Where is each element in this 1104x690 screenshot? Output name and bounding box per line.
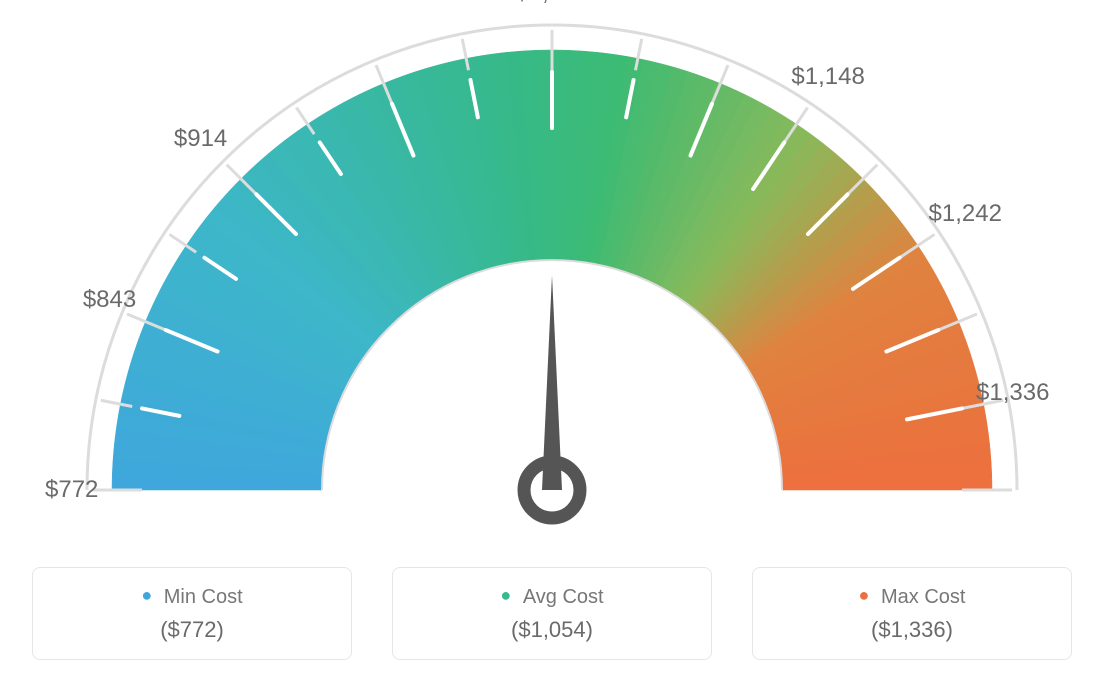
legend-value: ($772) xyxy=(43,617,341,643)
dot-icon: ● xyxy=(500,585,511,605)
legend-card-avg: ● Avg Cost ($1,054) xyxy=(392,567,712,660)
dot-icon: ● xyxy=(141,585,152,605)
legend-value: ($1,054) xyxy=(403,617,701,643)
legend-label: Avg Cost xyxy=(523,586,604,608)
legend-label: Max Cost xyxy=(881,586,965,608)
cost-gauge-chart: $772 $843 $914 $1,054 $1,148 $1,242 $1,336 ● M… xyxy=(0,0,1104,690)
gauge-tick-label: $914 xyxy=(174,125,227,153)
gauge-tick-label: $1,336 xyxy=(976,379,1049,407)
gauge-tick-label: $772 xyxy=(45,476,98,504)
gauge-tick-label: $1,148 xyxy=(791,63,864,91)
legend-row: ● Min Cost ($772) ● Avg Cost ($1,054) ● … xyxy=(0,567,1104,660)
gauge-area: $772 $843 $914 $1,054 $1,148 $1,242 $1,336 xyxy=(0,0,1104,560)
legend-card-max: ● Max Cost ($1,336) xyxy=(752,567,1072,660)
legend-value: ($1,336) xyxy=(763,617,1061,643)
gauge-tick-label: $843 xyxy=(83,286,136,314)
gauge-tick-label: $1,054 xyxy=(515,0,588,7)
gauge-svg xyxy=(0,0,1104,560)
legend-label: Min Cost xyxy=(164,586,243,608)
gauge-tick-label: $1,242 xyxy=(929,200,1002,228)
dot-icon: ● xyxy=(859,585,870,605)
legend-card-min: ● Min Cost ($772) xyxy=(32,567,352,660)
